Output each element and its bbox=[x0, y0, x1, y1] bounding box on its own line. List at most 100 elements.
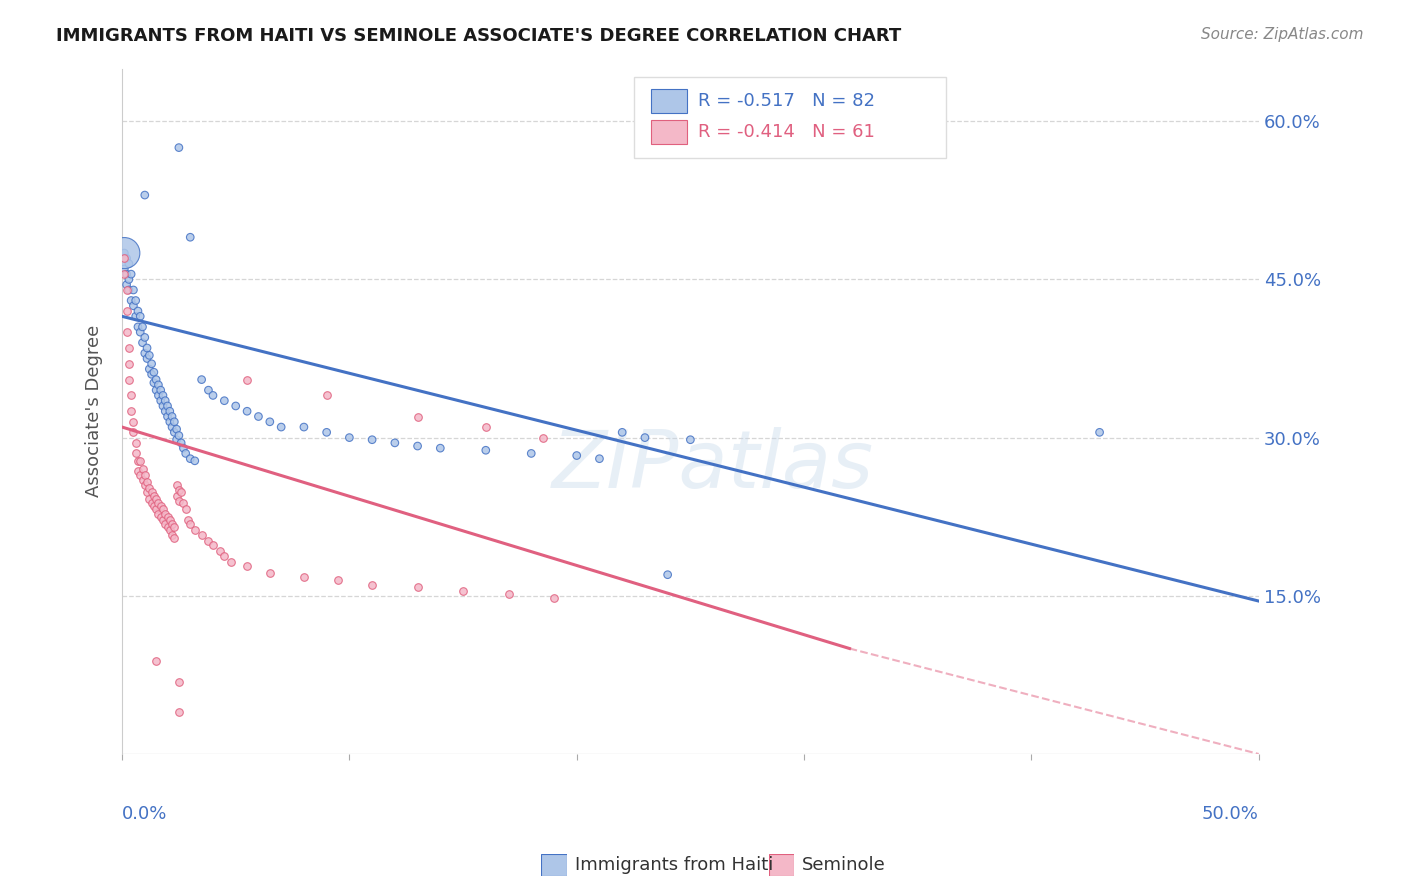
Point bbox=[225, 399, 247, 413]
Point bbox=[149, 509, 172, 524]
Point bbox=[259, 415, 281, 429]
Point bbox=[179, 517, 201, 532]
Text: ZIPatlas: ZIPatlas bbox=[553, 427, 875, 505]
Point bbox=[134, 478, 156, 492]
Point bbox=[152, 399, 174, 413]
Point bbox=[315, 388, 337, 402]
Point bbox=[149, 383, 172, 397]
Point bbox=[543, 591, 565, 605]
Point bbox=[156, 399, 179, 413]
Point bbox=[134, 346, 156, 360]
Point bbox=[136, 475, 159, 489]
Point bbox=[112, 261, 135, 276]
Point bbox=[160, 517, 183, 532]
Point bbox=[190, 373, 212, 387]
Point bbox=[136, 341, 159, 355]
Point bbox=[236, 559, 259, 574]
Point bbox=[197, 533, 219, 548]
Point bbox=[142, 376, 165, 390]
Point bbox=[138, 348, 160, 362]
Point bbox=[160, 409, 183, 424]
Text: R = -0.517   N = 82: R = -0.517 N = 82 bbox=[699, 92, 876, 110]
Point bbox=[115, 325, 138, 339]
Point bbox=[115, 283, 138, 297]
Point bbox=[159, 415, 181, 429]
Point bbox=[170, 436, 193, 450]
Point bbox=[145, 373, 167, 387]
Point bbox=[120, 404, 142, 418]
Point bbox=[145, 491, 167, 506]
Point bbox=[115, 267, 138, 281]
Point bbox=[520, 446, 543, 460]
Point bbox=[208, 544, 231, 558]
Point bbox=[152, 388, 174, 402]
Text: Seminole: Seminole bbox=[801, 856, 886, 874]
Point bbox=[148, 496, 170, 510]
Point bbox=[136, 351, 159, 366]
Point bbox=[115, 252, 138, 266]
Point bbox=[270, 420, 292, 434]
Point bbox=[127, 454, 149, 468]
FancyBboxPatch shape bbox=[541, 854, 567, 876]
Point bbox=[134, 330, 156, 344]
Point bbox=[498, 587, 520, 601]
Point bbox=[115, 277, 138, 292]
Point bbox=[163, 520, 186, 534]
Point bbox=[155, 507, 177, 521]
Point bbox=[156, 409, 179, 424]
Point bbox=[174, 446, 197, 460]
Point bbox=[247, 409, 270, 424]
Point bbox=[160, 420, 183, 434]
FancyBboxPatch shape bbox=[651, 120, 688, 144]
Point bbox=[120, 267, 142, 281]
Point bbox=[429, 441, 451, 455]
Point bbox=[118, 257, 141, 271]
Point bbox=[167, 428, 190, 442]
Point bbox=[657, 567, 679, 582]
Point bbox=[125, 293, 148, 308]
Point bbox=[125, 446, 148, 460]
Point bbox=[131, 473, 153, 487]
Point bbox=[118, 373, 141, 387]
Point bbox=[292, 570, 315, 584]
Point bbox=[125, 310, 148, 324]
Point bbox=[634, 431, 657, 445]
Point bbox=[118, 357, 141, 371]
Point bbox=[201, 538, 224, 552]
Point bbox=[259, 566, 281, 580]
Point bbox=[122, 283, 145, 297]
Point bbox=[163, 425, 186, 440]
Point bbox=[160, 527, 183, 541]
Point bbox=[406, 409, 429, 424]
Point bbox=[122, 299, 145, 313]
Point bbox=[174, 502, 197, 516]
Point bbox=[112, 267, 135, 281]
Point bbox=[115, 304, 138, 318]
Y-axis label: Associate's Degree: Associate's Degree bbox=[86, 325, 103, 498]
Point bbox=[292, 420, 315, 434]
Point bbox=[131, 462, 153, 476]
Point bbox=[475, 443, 498, 458]
Point bbox=[155, 404, 177, 418]
Point bbox=[179, 230, 201, 244]
Point bbox=[337, 431, 360, 445]
FancyBboxPatch shape bbox=[651, 89, 688, 113]
Point bbox=[167, 705, 190, 719]
Point bbox=[145, 502, 167, 516]
Point bbox=[315, 425, 337, 440]
Point bbox=[141, 357, 163, 371]
Point bbox=[531, 431, 554, 445]
Point bbox=[142, 499, 165, 513]
Point bbox=[179, 451, 201, 466]
Point bbox=[148, 388, 170, 402]
Point bbox=[1088, 425, 1111, 440]
Point bbox=[112, 246, 135, 260]
Point bbox=[118, 341, 141, 355]
Point bbox=[131, 335, 153, 350]
Point bbox=[166, 478, 188, 492]
FancyBboxPatch shape bbox=[769, 854, 794, 876]
Text: Source: ZipAtlas.com: Source: ZipAtlas.com bbox=[1201, 27, 1364, 42]
Point bbox=[141, 368, 163, 382]
Point bbox=[138, 481, 160, 495]
Point bbox=[361, 433, 384, 447]
